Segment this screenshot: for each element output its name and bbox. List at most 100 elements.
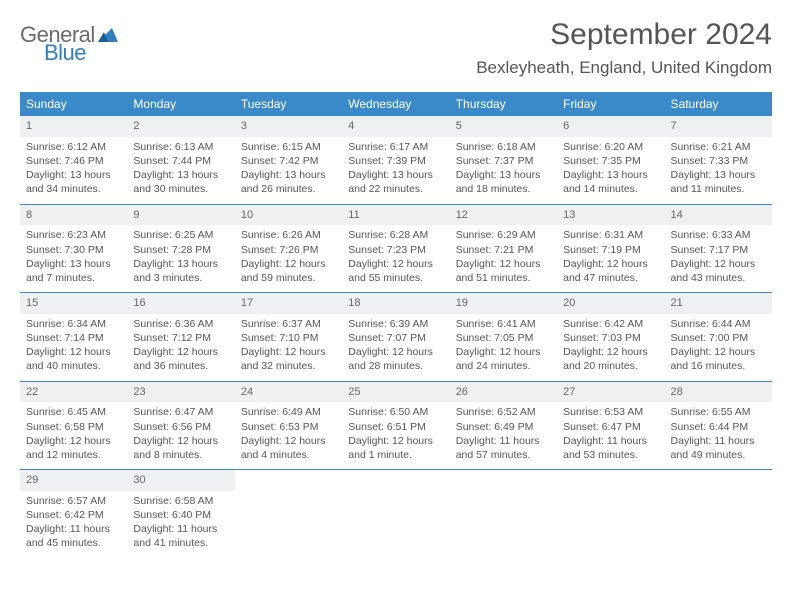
calendar-day-cell: 29Sunrise: 6:57 AMSunset: 6:42 PMDayligh… — [20, 470, 127, 558]
day-body: Sunrise: 6:13 AMSunset: 7:44 PMDaylight:… — [127, 137, 234, 204]
day-number: 15 — [20, 293, 127, 314]
day-sr: Sunrise: 6:15 AM — [241, 140, 336, 154]
day-number: 20 — [557, 293, 664, 314]
calendar-day-cell: ..... — [450, 470, 557, 558]
day-sr: Sunrise: 6:31 AM — [563, 228, 658, 242]
calendar-day-cell: 13Sunrise: 6:31 AMSunset: 7:19 PMDayligh… — [557, 204, 664, 293]
calendar-day-cell: 4Sunrise: 6:17 AMSunset: 7:39 PMDaylight… — [342, 116, 449, 204]
day-d2: and 24 minutes. — [456, 359, 551, 373]
day-d1: Daylight: 12 hours — [241, 345, 336, 359]
day-d1: Daylight: 12 hours — [133, 434, 228, 448]
day-d2: and 1 minute. — [348, 448, 443, 462]
day-sr: Sunrise: 6:47 AM — [133, 405, 228, 419]
day-number: 2 — [127, 116, 234, 137]
day-body: Sunrise: 6:12 AMSunset: 7:46 PMDaylight:… — [20, 137, 127, 204]
day-body: Sunrise: 6:55 AMSunset: 6:44 PMDaylight:… — [665, 402, 772, 469]
day-sr: Sunrise: 6:37 AM — [241, 317, 336, 331]
logo-word2: Blue — [44, 42, 118, 64]
day-d1: Daylight: 13 hours — [563, 168, 658, 182]
day-d1: Daylight: 13 hours — [241, 168, 336, 182]
day-d1: Daylight: 12 hours — [133, 345, 228, 359]
day-d2: and 16 minutes. — [671, 359, 766, 373]
day-body: Sunrise: 6:15 AMSunset: 7:42 PMDaylight:… — [235, 137, 342, 204]
day-ss: Sunset: 6:40 PM — [133, 508, 228, 522]
day-d1: Daylight: 11 hours — [671, 434, 766, 448]
calendar-day-cell: ..... — [342, 470, 449, 558]
day-sr: Sunrise: 6:49 AM — [241, 405, 336, 419]
day-d2: and 32 minutes. — [241, 359, 336, 373]
day-number: 3 — [235, 116, 342, 137]
day-number: 26 — [450, 382, 557, 403]
calendar-day-cell: 20Sunrise: 6:42 AMSunset: 7:03 PMDayligh… — [557, 293, 664, 382]
month-title: September 2024 — [476, 18, 772, 52]
day-d1: Daylight: 11 hours — [563, 434, 658, 448]
day-d1: Daylight: 11 hours — [456, 434, 551, 448]
day-ss: Sunset: 6:44 PM — [671, 420, 766, 434]
day-ss: Sunset: 7:30 PM — [26, 243, 121, 257]
day-d2: and 45 minutes. — [26, 536, 121, 550]
day-d1: Daylight: 12 hours — [348, 434, 443, 448]
day-ss: Sunset: 7:21 PM — [456, 243, 551, 257]
calendar-day-cell: ..... — [557, 470, 664, 558]
day-number: 1 — [20, 116, 127, 137]
day-sr: Sunrise: 6:39 AM — [348, 317, 443, 331]
day-body: Sunrise: 6:25 AMSunset: 7:28 PMDaylight:… — [127, 225, 234, 292]
day-body: Sunrise: 6:42 AMSunset: 7:03 PMDaylight:… — [557, 314, 664, 381]
calendar-day-cell: ..... — [235, 470, 342, 558]
day-body: Sunrise: 6:49 AMSunset: 6:53 PMDaylight:… — [235, 402, 342, 469]
day-d2: and 20 minutes. — [563, 359, 658, 373]
day-body: Sunrise: 6:53 AMSunset: 6:47 PMDaylight:… — [557, 402, 664, 469]
day-d2: and 40 minutes. — [26, 359, 121, 373]
day-number: 16 — [127, 293, 234, 314]
day-d1: Daylight: 12 hours — [26, 434, 121, 448]
day-body: Sunrise: 6:39 AMSunset: 7:07 PMDaylight:… — [342, 314, 449, 381]
day-ss: Sunset: 7:03 PM — [563, 331, 658, 345]
calendar-week-row: 1Sunrise: 6:12 AMSunset: 7:46 PMDaylight… — [20, 116, 772, 204]
calendar-day-cell: 19Sunrise: 6:41 AMSunset: 7:05 PMDayligh… — [450, 293, 557, 382]
day-d2: and 49 minutes. — [671, 448, 766, 462]
day-d1: Daylight: 12 hours — [348, 345, 443, 359]
day-ss: Sunset: 6:49 PM — [456, 420, 551, 434]
calendar-day-cell: ..... — [665, 470, 772, 558]
day-number: 28 — [665, 382, 772, 403]
calendar-day-cell: 17Sunrise: 6:37 AMSunset: 7:10 PMDayligh… — [235, 293, 342, 382]
day-d2: and 51 minutes. — [456, 271, 551, 285]
day-sr: Sunrise: 6:21 AM — [671, 140, 766, 154]
calendar-week-row: 22Sunrise: 6:45 AMSunset: 6:58 PMDayligh… — [20, 381, 772, 470]
day-d2: and 41 minutes. — [133, 536, 228, 550]
day-number: 11 — [342, 205, 449, 226]
day-number: 6 — [557, 116, 664, 137]
day-number: 13 — [557, 205, 664, 226]
day-body: Sunrise: 6:28 AMSunset: 7:23 PMDaylight:… — [342, 225, 449, 292]
day-d1: Daylight: 12 hours — [241, 434, 336, 448]
day-body: Sunrise: 6:41 AMSunset: 7:05 PMDaylight:… — [450, 314, 557, 381]
day-sr: Sunrise: 6:29 AM — [456, 228, 551, 242]
day-d1: Daylight: 13 hours — [133, 168, 228, 182]
day-body: Sunrise: 6:23 AMSunset: 7:30 PMDaylight:… — [20, 225, 127, 292]
calendar-day-cell: 23Sunrise: 6:47 AMSunset: 6:56 PMDayligh… — [127, 381, 234, 470]
day-sr: Sunrise: 6:50 AM — [348, 405, 443, 419]
day-body: Sunrise: 6:45 AMSunset: 6:58 PMDaylight:… — [20, 402, 127, 469]
day-d2: and 47 minutes. — [563, 271, 658, 285]
day-body: Sunrise: 6:29 AMSunset: 7:21 PMDaylight:… — [450, 225, 557, 292]
day-d2: and 30 minutes. — [133, 182, 228, 196]
day-ss: Sunset: 6:51 PM — [348, 420, 443, 434]
day-ss: Sunset: 7:35 PM — [563, 154, 658, 168]
day-ss: Sunset: 7:10 PM — [241, 331, 336, 345]
day-d1: Daylight: 12 hours — [26, 345, 121, 359]
location-subtitle: Bexleyheath, England, United Kingdom — [476, 58, 772, 78]
day-ss: Sunset: 7:46 PM — [26, 154, 121, 168]
day-sr: Sunrise: 6:34 AM — [26, 317, 121, 331]
day-d2: and 12 minutes. — [26, 448, 121, 462]
day-ss: Sunset: 7:05 PM — [456, 331, 551, 345]
day-ss: Sunset: 7:07 PM — [348, 331, 443, 345]
day-body: Sunrise: 6:52 AMSunset: 6:49 PMDaylight:… — [450, 402, 557, 469]
weekday-header: Sunday — [20, 92, 127, 116]
day-body: Sunrise: 6:37 AMSunset: 7:10 PMDaylight:… — [235, 314, 342, 381]
day-sr: Sunrise: 6:17 AM — [348, 140, 443, 154]
calendar-day-cell: 10Sunrise: 6:26 AMSunset: 7:26 PMDayligh… — [235, 204, 342, 293]
day-number: 21 — [665, 293, 772, 314]
calendar-day-cell: 30Sunrise: 6:58 AMSunset: 6:40 PMDayligh… — [127, 470, 234, 558]
day-body: Sunrise: 6:58 AMSunset: 6:40 PMDaylight:… — [127, 491, 234, 558]
day-sr: Sunrise: 6:33 AM — [671, 228, 766, 242]
